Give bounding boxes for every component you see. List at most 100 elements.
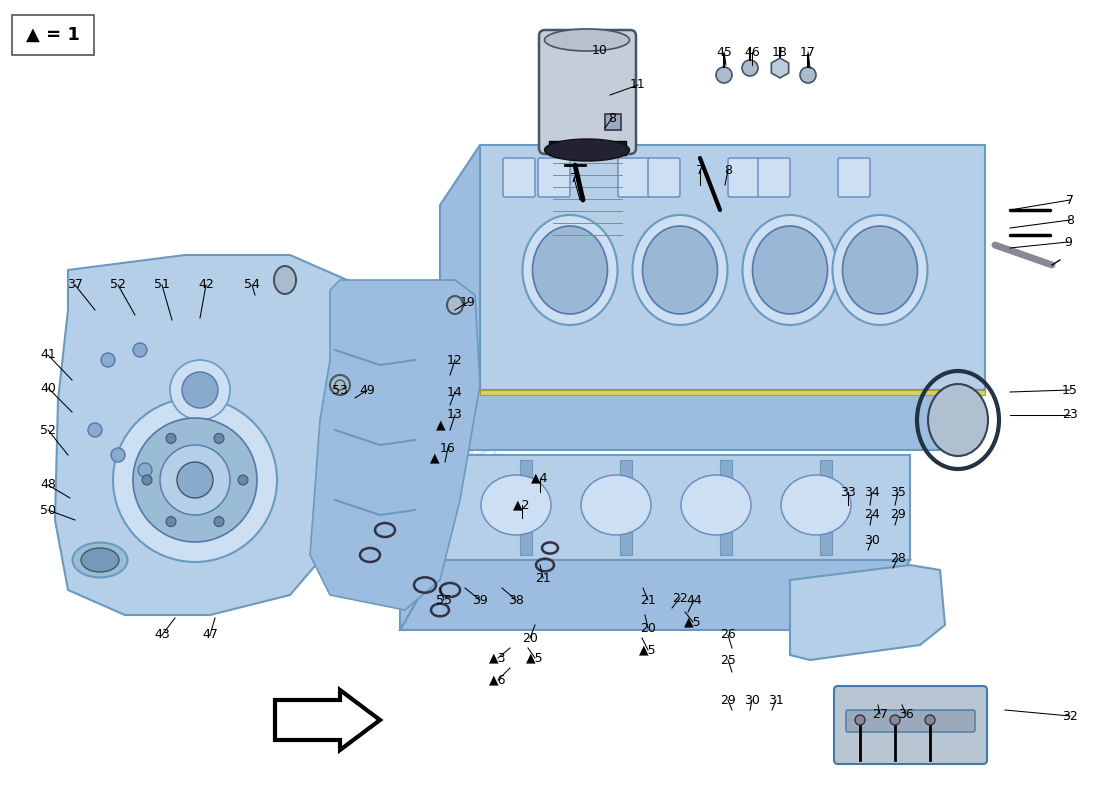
Text: 28: 28 — [890, 551, 906, 565]
Text: 21: 21 — [640, 594, 656, 606]
Text: 30: 30 — [744, 694, 760, 706]
Text: 55: 55 — [436, 594, 452, 606]
Text: 52: 52 — [110, 278, 125, 291]
Text: europes: europes — [253, 341, 607, 519]
Circle shape — [890, 715, 900, 725]
Circle shape — [133, 418, 257, 542]
Text: 45: 45 — [716, 46, 732, 58]
Circle shape — [716, 67, 732, 83]
Text: 29: 29 — [720, 694, 736, 706]
Ellipse shape — [81, 548, 119, 572]
Polygon shape — [790, 565, 945, 660]
Circle shape — [111, 448, 125, 462]
Text: ▲5: ▲5 — [526, 651, 543, 665]
FancyBboxPatch shape — [12, 15, 94, 55]
Text: 47: 47 — [202, 629, 218, 642]
Text: ▲: ▲ — [430, 451, 440, 465]
Text: ▲4: ▲4 — [531, 471, 549, 485]
Text: 10: 10 — [592, 43, 608, 57]
Ellipse shape — [330, 375, 350, 395]
Circle shape — [772, 60, 788, 76]
Text: 33: 33 — [840, 486, 856, 498]
Text: 24: 24 — [865, 509, 880, 522]
Polygon shape — [400, 560, 910, 630]
Text: 20: 20 — [640, 622, 656, 634]
Text: 39: 39 — [472, 594, 488, 606]
Text: 8: 8 — [1066, 214, 1074, 226]
Ellipse shape — [833, 215, 927, 325]
Text: 49: 49 — [359, 383, 375, 397]
Circle shape — [855, 715, 865, 725]
Ellipse shape — [681, 475, 751, 535]
Circle shape — [214, 434, 224, 443]
Text: 8: 8 — [608, 111, 616, 125]
FancyBboxPatch shape — [834, 686, 987, 764]
Text: 32: 32 — [1063, 710, 1078, 722]
Text: ▲5: ▲5 — [639, 643, 657, 657]
Text: 7: 7 — [696, 163, 704, 177]
Text: 53: 53 — [332, 383, 348, 397]
Ellipse shape — [632, 215, 727, 325]
FancyBboxPatch shape — [728, 158, 760, 197]
Ellipse shape — [928, 384, 988, 456]
Text: 23: 23 — [1063, 409, 1078, 422]
Polygon shape — [55, 255, 385, 615]
Circle shape — [800, 67, 816, 83]
Text: 15: 15 — [1063, 383, 1078, 397]
Text: 11: 11 — [630, 78, 646, 91]
Text: 50: 50 — [40, 503, 56, 517]
Text: 16: 16 — [440, 442, 455, 454]
Circle shape — [133, 343, 147, 357]
Text: ▲ = 1: ▲ = 1 — [26, 26, 80, 44]
FancyBboxPatch shape — [503, 158, 535, 197]
Text: 41: 41 — [40, 349, 56, 362]
Text: 27: 27 — [872, 707, 888, 721]
FancyBboxPatch shape — [846, 710, 975, 732]
Text: 42: 42 — [198, 278, 213, 291]
Circle shape — [742, 60, 758, 76]
FancyBboxPatch shape — [758, 158, 790, 197]
Polygon shape — [440, 390, 984, 450]
Text: 8: 8 — [724, 163, 732, 177]
FancyBboxPatch shape — [838, 158, 870, 197]
Text: 7: 7 — [570, 171, 578, 185]
Circle shape — [160, 445, 230, 515]
Circle shape — [214, 517, 224, 526]
Text: ▲5: ▲5 — [684, 615, 702, 629]
Circle shape — [925, 715, 935, 725]
Text: 31: 31 — [768, 694, 784, 706]
Bar — [620, 460, 632, 555]
Bar — [605, 114, 621, 130]
Text: 9: 9 — [1064, 235, 1071, 249]
Circle shape — [182, 372, 218, 408]
Text: 21: 21 — [535, 571, 551, 585]
Text: 48: 48 — [40, 478, 56, 491]
FancyBboxPatch shape — [648, 158, 680, 197]
Polygon shape — [275, 690, 380, 750]
Ellipse shape — [522, 215, 617, 325]
Ellipse shape — [581, 475, 651, 535]
Text: 18: 18 — [772, 46, 788, 58]
Circle shape — [113, 398, 277, 562]
Bar — [520, 460, 532, 555]
Circle shape — [142, 475, 152, 485]
Text: 13: 13 — [447, 409, 463, 422]
Text: 43: 43 — [154, 629, 169, 642]
FancyBboxPatch shape — [538, 158, 570, 197]
Text: 34: 34 — [865, 486, 880, 498]
Text: 37: 37 — [67, 278, 82, 291]
Text: 20: 20 — [522, 631, 538, 645]
Bar — [720, 460, 732, 555]
Text: 40: 40 — [40, 382, 56, 394]
Circle shape — [138, 463, 152, 477]
Text: 46: 46 — [744, 46, 760, 58]
Polygon shape — [310, 280, 480, 610]
Polygon shape — [440, 145, 480, 450]
Ellipse shape — [642, 226, 717, 314]
Polygon shape — [440, 455, 910, 560]
Text: 7: 7 — [1066, 194, 1074, 206]
Ellipse shape — [73, 542, 128, 578]
Ellipse shape — [742, 215, 837, 325]
Polygon shape — [400, 455, 440, 630]
Text: 38: 38 — [508, 594, 524, 606]
